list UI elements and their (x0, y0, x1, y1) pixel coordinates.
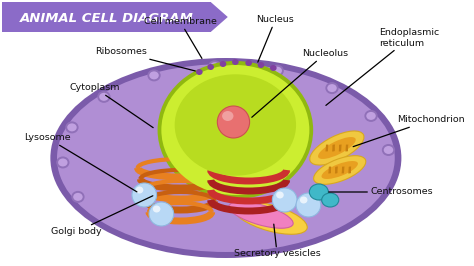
Ellipse shape (157, 61, 313, 199)
Ellipse shape (161, 65, 310, 195)
Text: Mitochondrion: Mitochondrion (353, 115, 464, 147)
Ellipse shape (220, 61, 227, 67)
Ellipse shape (234, 202, 307, 234)
Polygon shape (211, 2, 228, 32)
Ellipse shape (210, 62, 219, 70)
Ellipse shape (246, 60, 252, 66)
Ellipse shape (327, 84, 337, 92)
Ellipse shape (310, 184, 328, 200)
Ellipse shape (73, 193, 82, 201)
Ellipse shape (99, 93, 109, 101)
Ellipse shape (56, 156, 70, 168)
Ellipse shape (207, 64, 214, 70)
Ellipse shape (132, 183, 156, 207)
Ellipse shape (296, 193, 321, 217)
Ellipse shape (384, 146, 393, 154)
Ellipse shape (71, 191, 84, 203)
Ellipse shape (97, 91, 110, 103)
Ellipse shape (136, 186, 143, 193)
Text: Secretory vesicles: Secretory vesicles (234, 224, 320, 259)
Text: Cytoplasm: Cytoplasm (70, 84, 153, 128)
Ellipse shape (365, 110, 378, 122)
FancyBboxPatch shape (2, 2, 211, 32)
Ellipse shape (50, 58, 401, 258)
Text: Nucleus: Nucleus (256, 15, 294, 62)
Ellipse shape (310, 131, 364, 165)
Ellipse shape (314, 156, 366, 184)
Ellipse shape (149, 71, 159, 79)
Ellipse shape (273, 188, 297, 212)
Ellipse shape (322, 193, 339, 207)
Ellipse shape (65, 121, 79, 133)
Ellipse shape (366, 112, 376, 120)
Text: ANIMAL CELL DIAGRAM: ANIMAL CELL DIAGRAM (19, 11, 193, 24)
Text: Centrosomes: Centrosomes (328, 188, 433, 197)
Ellipse shape (196, 69, 202, 75)
Ellipse shape (229, 202, 293, 228)
Ellipse shape (270, 65, 277, 71)
Ellipse shape (325, 82, 338, 94)
Ellipse shape (175, 74, 296, 176)
Ellipse shape (273, 67, 282, 75)
Text: Golgi body: Golgi body (51, 196, 153, 236)
Ellipse shape (300, 197, 308, 203)
Ellipse shape (321, 161, 358, 179)
Ellipse shape (57, 64, 395, 252)
Text: Ribosomes: Ribosomes (96, 48, 195, 71)
Ellipse shape (318, 137, 356, 159)
Ellipse shape (147, 69, 161, 81)
Ellipse shape (222, 111, 234, 121)
Ellipse shape (382, 144, 395, 156)
Text: Lysosome: Lysosome (24, 134, 137, 192)
Text: Cell membrane: Cell membrane (144, 18, 217, 59)
Ellipse shape (276, 192, 284, 198)
Ellipse shape (232, 59, 239, 65)
Ellipse shape (153, 206, 160, 213)
Ellipse shape (149, 202, 173, 226)
Ellipse shape (258, 62, 264, 68)
Ellipse shape (271, 65, 284, 77)
Ellipse shape (67, 123, 77, 131)
Ellipse shape (208, 60, 221, 72)
Text: Nucleolus: Nucleolus (252, 49, 348, 117)
Ellipse shape (58, 159, 68, 167)
Ellipse shape (218, 106, 250, 138)
Text: Endoplasmic
reticulum: Endoplasmic reticulum (326, 28, 440, 105)
